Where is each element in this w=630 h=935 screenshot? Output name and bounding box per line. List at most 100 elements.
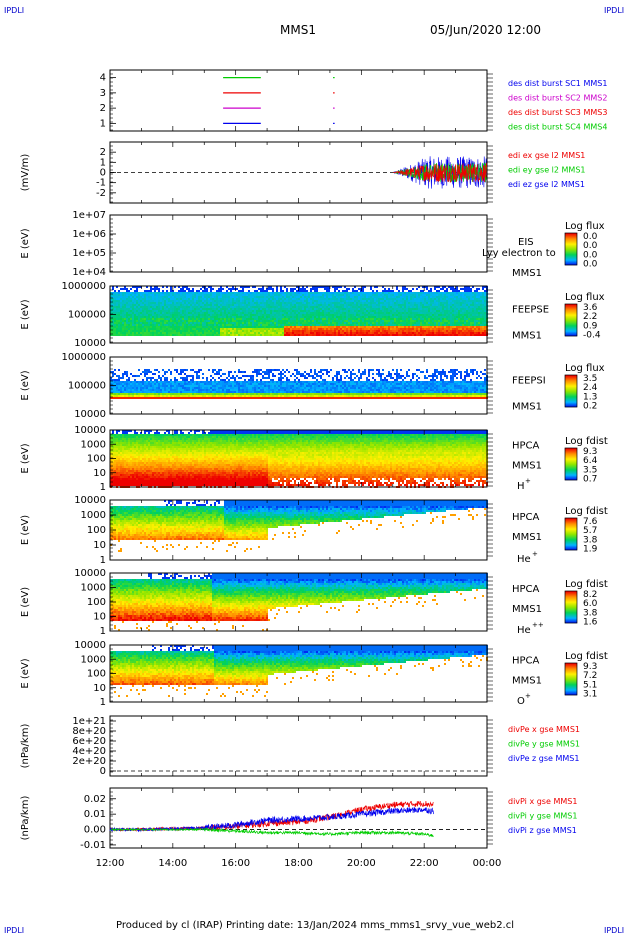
spectro-cell	[210, 288, 212, 290]
spectro-cell	[200, 334, 202, 336]
spectro-cell	[260, 304, 262, 306]
spectro-cell	[372, 320, 374, 322]
spectro-cell	[254, 326, 256, 328]
spectro-cell	[334, 324, 336, 326]
spectro-cell	[416, 322, 418, 324]
spectro-cell	[152, 330, 154, 332]
spectro-cell	[130, 294, 132, 296]
spectro-cell	[360, 302, 362, 304]
spectro-cell	[396, 324, 398, 326]
spectro-cell	[342, 304, 344, 306]
spectro-cell	[204, 290, 206, 292]
spectro-cell	[260, 320, 262, 322]
spectro-cell	[324, 328, 326, 330]
spectro-cell	[456, 304, 458, 306]
spectro-cell	[450, 292, 452, 294]
spectro-cell	[418, 322, 420, 324]
spectro-cell	[258, 288, 260, 290]
spectro-cell	[220, 318, 222, 320]
spectro-cell	[456, 292, 458, 294]
spectro-cell	[398, 308, 400, 310]
spectro-cell	[260, 328, 262, 330]
spectro-cell	[354, 324, 356, 326]
spectro-cell	[286, 312, 288, 314]
spectro-cell	[460, 320, 462, 322]
spectro-cell	[300, 314, 302, 316]
spectro-cell	[228, 324, 230, 326]
spectro-cell	[350, 322, 352, 324]
spectro-cell	[260, 334, 262, 336]
spectro-cell	[136, 312, 138, 314]
spectro-cell	[208, 332, 210, 334]
spectro-cell	[442, 294, 444, 296]
spectro-cell	[448, 318, 450, 320]
spectro-cell	[164, 318, 166, 320]
spectro-cell	[206, 298, 208, 300]
spectro-cell	[374, 292, 376, 294]
spectro-cell	[464, 302, 466, 304]
spectro-cell	[258, 326, 260, 328]
spectro-cell	[244, 324, 246, 326]
spectro-cell	[270, 330, 272, 332]
spectro-cell	[342, 292, 344, 294]
spectro-cell	[338, 298, 340, 300]
spectro-cell	[128, 290, 130, 292]
spectro-cell	[446, 330, 448, 332]
spectro-cell	[436, 322, 438, 324]
spectro-cell	[452, 316, 454, 318]
spectro-cell	[334, 304, 336, 306]
spectro-cell	[118, 316, 120, 318]
spectro-cell	[384, 332, 386, 334]
spectro-cell	[266, 302, 268, 304]
spectro-cell	[206, 294, 208, 296]
spectro-cell	[322, 302, 324, 304]
spectro-cell	[230, 316, 232, 318]
spectro-cell	[294, 302, 296, 304]
spectro-cell	[408, 310, 410, 312]
spectro-cell	[438, 334, 440, 336]
spectro-cell	[140, 385, 142, 387]
spectro-cell	[462, 322, 464, 324]
spectro-cell	[268, 304, 270, 306]
spectro-cell	[280, 322, 282, 324]
spectro-cell	[122, 332, 124, 334]
spectro-cell	[334, 296, 336, 298]
spectro-cell	[196, 312, 198, 314]
spectro-cell	[436, 306, 438, 308]
spectro-cell	[266, 310, 268, 312]
spectro-cell	[218, 294, 220, 296]
spectro-cell	[150, 290, 152, 292]
spectro-cell	[348, 334, 350, 336]
spectro-cell	[448, 330, 450, 332]
spectro-cell	[294, 334, 296, 336]
spectro-cell	[368, 322, 370, 324]
spectro-cell	[436, 326, 438, 328]
spectro-cell	[284, 312, 286, 314]
spectro-cell	[424, 330, 426, 332]
spectro-cell	[338, 318, 340, 320]
spectro-cell	[454, 292, 456, 294]
spectro-cell	[266, 292, 268, 294]
spectro-cell	[138, 328, 140, 330]
spectro-cell	[296, 310, 298, 312]
spectro-cell	[282, 334, 284, 336]
spectro-cell	[434, 302, 436, 304]
spectro-cell	[174, 292, 176, 294]
spectro-cell	[160, 316, 162, 318]
spectro-cell	[372, 302, 374, 304]
spectro-cell	[384, 302, 386, 304]
spectro-cell	[282, 328, 284, 330]
spectro-cell	[198, 328, 200, 330]
spectro-cell	[206, 324, 208, 326]
spectro-cell	[182, 296, 184, 298]
spectro-cell	[290, 330, 292, 332]
spectro-cell	[238, 308, 240, 310]
spectro-cell	[150, 318, 152, 320]
spectro-cell	[210, 328, 212, 330]
spectro-cell	[344, 302, 346, 304]
spectro-cell	[116, 395, 118, 397]
spectro-cell	[158, 288, 160, 290]
spectro-cell	[172, 326, 174, 328]
spectro-cell	[228, 320, 230, 322]
spectro-cell	[168, 312, 170, 314]
